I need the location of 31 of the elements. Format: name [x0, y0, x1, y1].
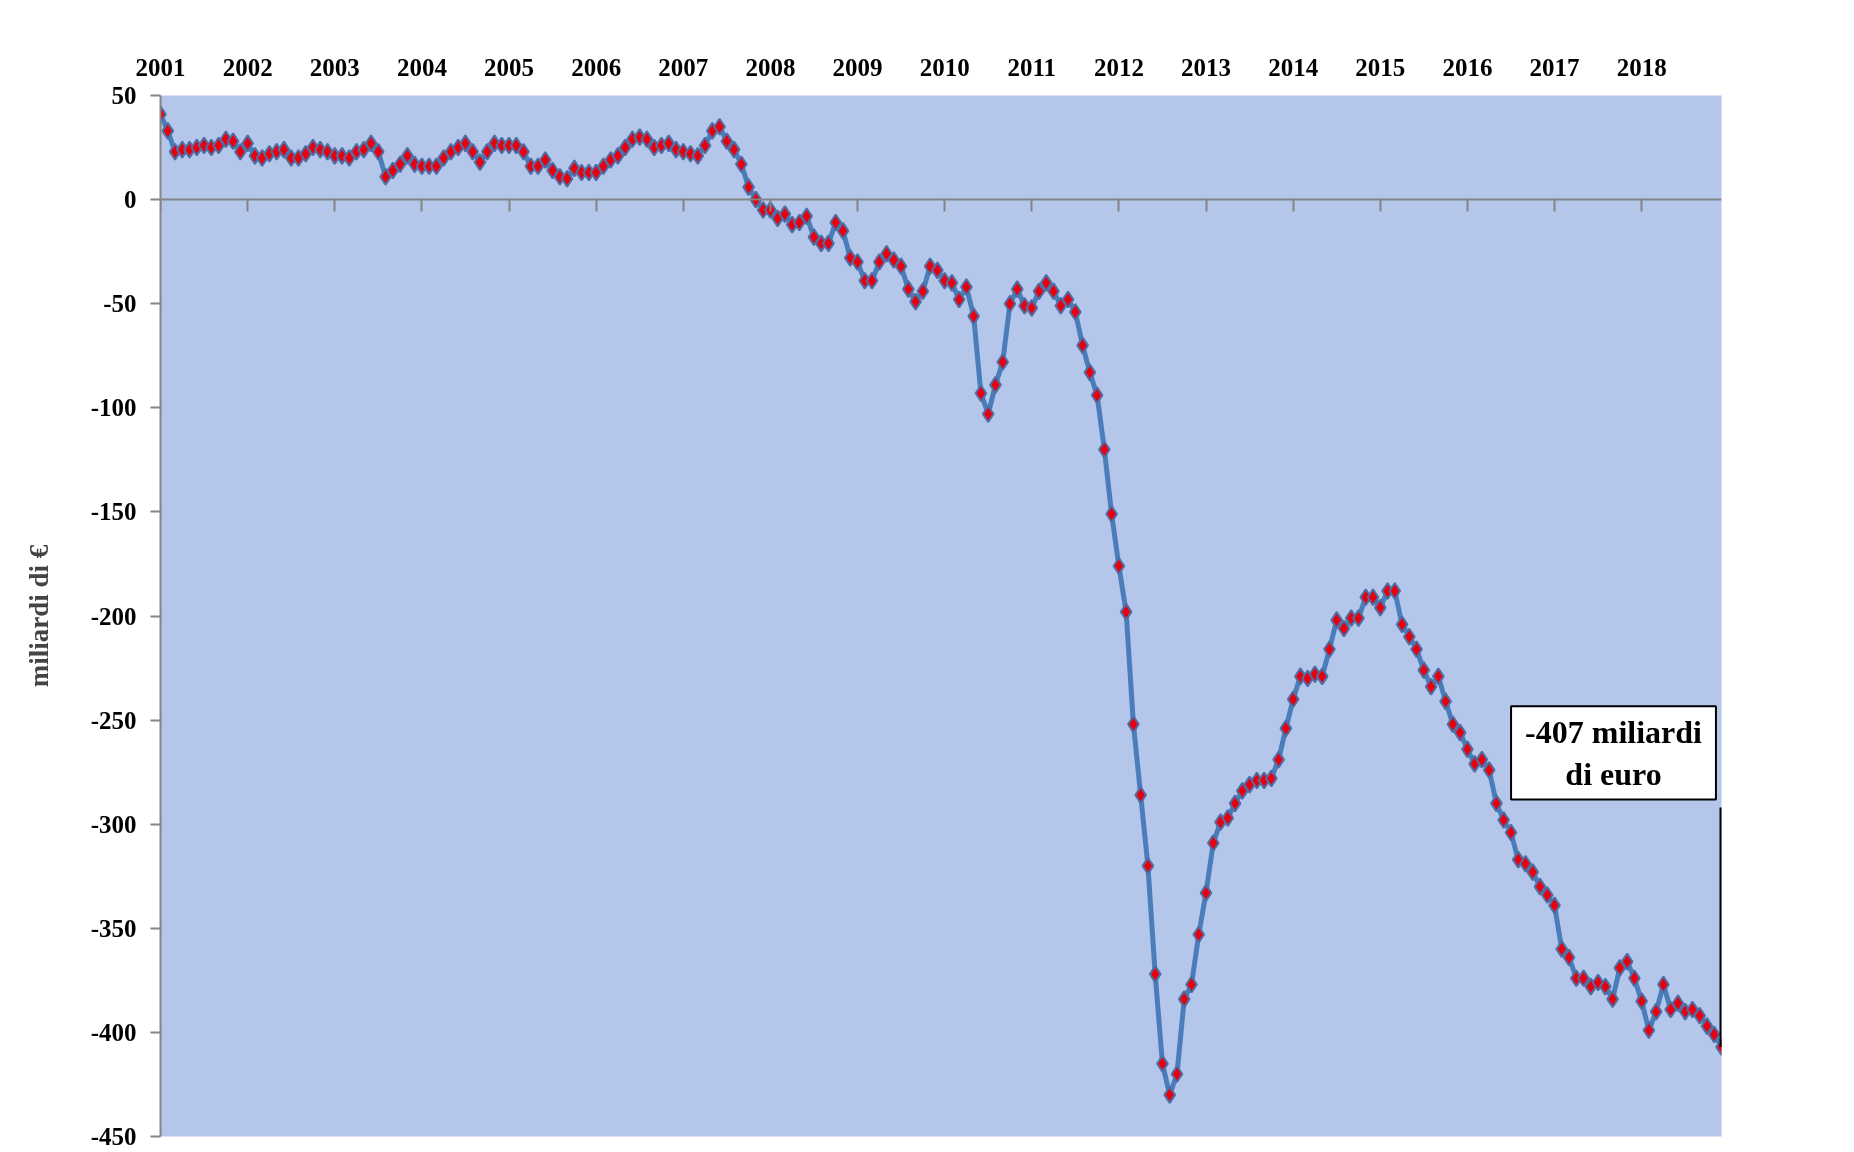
x-tick-label: 2010: [919, 53, 970, 81]
y-tick-label: -450: [90, 1123, 137, 1150]
x-tick-label: 2015: [1355, 53, 1406, 81]
x-tick-label: 2018: [1616, 53, 1667, 81]
x-tick-label: 2004: [396, 53, 448, 81]
y-tick-label: -100: [90, 394, 137, 422]
y-tick-label: 0: [124, 186, 137, 214]
y-tick-label: -250: [90, 706, 137, 734]
x-tick-label: 2007: [658, 53, 709, 81]
x-tick-label: 2001: [135, 53, 186, 81]
x-tick-label: 2013: [1181, 53, 1232, 81]
x-tick-label: 2011: [1007, 53, 1057, 81]
annotation: -407 miliardi di euro: [1525, 714, 1703, 792]
x-tick-label: 2009: [832, 53, 883, 81]
x-tick-label: 2012: [1093, 53, 1144, 81]
x-tick-label: 2014: [1268, 53, 1319, 81]
y-tick-label: -400: [90, 1018, 137, 1046]
x-tick-label: 2008: [745, 53, 796, 81]
y-tick-label: -300: [90, 810, 137, 838]
x-tick-label: 2003: [309, 53, 360, 81]
y-tick-label: -150: [90, 498, 137, 526]
x-tick-label: 2005: [484, 53, 534, 81]
x-tick-label: 2002: [222, 53, 273, 81]
y-tick-label: -200: [90, 602, 137, 630]
y-axis-title: miliardi di €: [23, 544, 54, 688]
y-tick-label: 50: [111, 82, 137, 109]
y-tick-label: -350: [90, 914, 137, 942]
x-tick-label: 2016: [1442, 53, 1493, 81]
x-tick-label: 2006: [571, 53, 622, 81]
x-tick-label: 2017: [1529, 53, 1580, 81]
y-tick-label: -50: [103, 290, 137, 318]
